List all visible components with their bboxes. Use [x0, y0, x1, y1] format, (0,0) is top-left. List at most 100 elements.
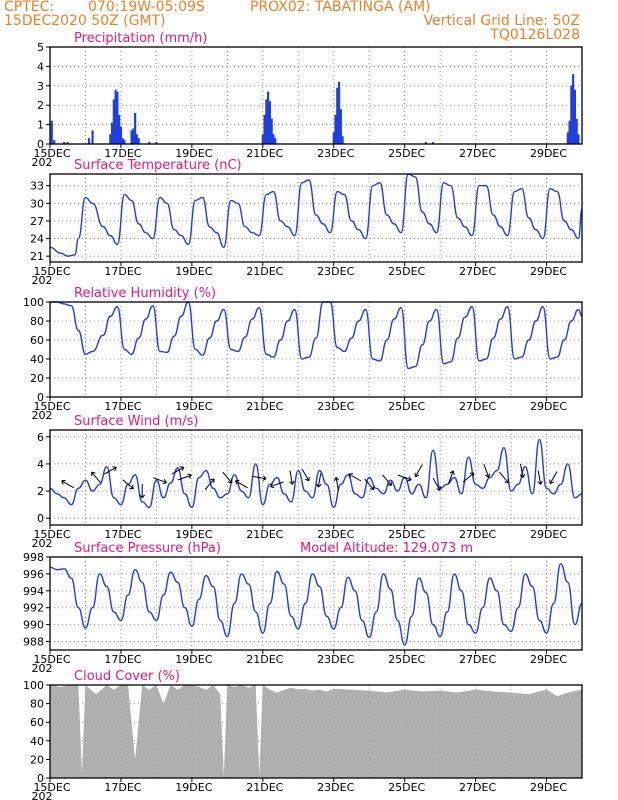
precip-ytick-label: 4 — [37, 60, 44, 73]
humidity-ytick-label: 80 — [30, 315, 44, 328]
pressure-frame — [49, 556, 583, 651]
wind-arrow-head — [519, 473, 526, 478]
precip-year-label: 202 — [32, 156, 53, 169]
precip-bar — [130, 130, 133, 144]
wind-arrow-shaft — [382, 474, 392, 486]
wind-arrow-shaft — [499, 471, 509, 484]
cloud-xtick-label: 21DEC — [246, 781, 283, 794]
header-grid-line: Vertical Grid Line: 50Z — [423, 13, 580, 29]
pressure-ytick-label: 996 — [23, 568, 44, 581]
precip-bar — [109, 134, 112, 144]
wind-arrow-shaft — [103, 466, 117, 475]
precip-bar — [116, 91, 119, 144]
wind-arrow-head — [162, 479, 167, 485]
humidity-ytick-label: 0 — [37, 391, 44, 404]
wind-ytick-label: 2 — [37, 485, 44, 498]
temperature-ytick-label: 21 — [30, 250, 44, 263]
wind-arrow-shaft — [289, 470, 293, 485]
pressure-xtick-label: 15DEC — [33, 653, 70, 666]
wind-arrow-shaft — [301, 468, 310, 482]
precip-bar — [137, 138, 140, 144]
pressure-year-label: 202 — [32, 662, 53, 675]
cloud-xtick-label: 19DEC — [175, 781, 212, 794]
precip-xtick-label: 17DEC — [104, 147, 141, 160]
precip-bar — [148, 142, 151, 144]
wind-arrow-head — [316, 483, 322, 488]
wind-xtick-label: 15DEC — [33, 528, 70, 541]
wind-arrow-shaft — [235, 480, 248, 489]
cloud-ytick-label: 100 — [23, 679, 44, 692]
temperature-xtick-label: 27DEC — [459, 265, 496, 278]
wind-arrow-shaft — [519, 463, 524, 478]
precip-ytick-label: 3 — [37, 80, 44, 93]
temperature-xtick-label: 17DEC — [104, 265, 141, 278]
precip-bar — [135, 134, 138, 144]
precip-ytick-label: 1 — [37, 119, 44, 132]
wind-arrow-shaft — [537, 470, 542, 485]
precip-bar — [261, 134, 264, 144]
cloud-ytick-label: 60 — [30, 716, 44, 729]
wind-xtick-label: 25DEC — [388, 528, 425, 541]
precip-bar — [272, 134, 275, 144]
precip-bar — [134, 112, 137, 144]
humidity-xtick-label: 17DEC — [104, 400, 141, 413]
wind-arrow-shaft — [414, 464, 423, 478]
header-model: TQ0126L028 — [490, 27, 580, 43]
wind-ytick-label: 0 — [37, 512, 44, 525]
precip-bar — [568, 120, 571, 144]
pressure-xtick-label: 23DEC — [317, 653, 354, 666]
humidity-xtick-label: 23DEC — [317, 400, 354, 413]
precip-bar — [339, 109, 342, 144]
pressure-xtick-label: 27DEC — [459, 653, 496, 666]
wind-xtick-label: 23DEC — [317, 528, 354, 541]
header-run-date: 15DEC2020 50Z (GMT) — [4, 13, 166, 29]
humidity-xtick-label: 19DEC — [175, 400, 212, 413]
humidity-xtick-label: 21DEC — [246, 400, 283, 413]
precip-bar — [341, 136, 344, 144]
wind-arrow-head — [210, 478, 215, 483]
wind-arrow-shaft — [270, 481, 284, 488]
humidity-xtick-label: 29DEC — [530, 400, 567, 413]
wind-arrow-head — [449, 470, 455, 475]
wind-arrow-shaft — [122, 479, 134, 490]
precip-bar — [155, 142, 158, 144]
wind-frame — [49, 429, 583, 526]
precip-bar — [274, 138, 277, 144]
precip-bar — [572, 74, 575, 144]
temperature-ytick-label: 33 — [30, 180, 44, 193]
temperature-ytick-label: 30 — [30, 197, 44, 210]
wind-arrow-head — [129, 484, 134, 490]
pressure-xtick-label: 21DEC — [246, 653, 283, 666]
temperature-frame — [49, 173, 583, 263]
precip-title: Precipitation (mm/h) — [74, 31, 207, 46]
humidity-frame — [49, 301, 583, 398]
wind-xtick-label: 27DEC — [459, 528, 496, 541]
wind-arrow-head — [333, 477, 340, 482]
cloud-ytick-label: 80 — [30, 698, 44, 711]
pressure-annotation: Model Altitude: 129.073 m — [300, 541, 473, 556]
precip-bar — [566, 132, 569, 144]
wind-arrow-head — [537, 480, 543, 485]
precip-bar — [332, 132, 335, 144]
precip-ytick-label: 5 — [37, 41, 44, 54]
precip-bar — [114, 89, 117, 144]
wind-arrow-shaft — [178, 474, 192, 481]
pressure-ytick-label: 998 — [23, 551, 44, 564]
wind-line — [49, 438, 583, 509]
wind-arrow-head — [504, 478, 509, 484]
humidity-xtick-label: 27DEC — [459, 400, 496, 413]
precip-bar — [577, 134, 580, 144]
pressure-ytick-label: 990 — [23, 619, 44, 632]
precip-bar — [424, 142, 428, 144]
cloud-frame — [49, 684, 583, 779]
temperature-year-label: 202 — [32, 274, 53, 287]
precip-bar — [112, 99, 115, 144]
wind-arrow-shaft — [153, 477, 167, 484]
humidity-line — [50, 301, 583, 370]
temperature-xtick-label: 21DEC — [246, 265, 283, 278]
precip-xtick-label: 25DEC — [388, 147, 425, 160]
precip-bar — [119, 126, 123, 144]
precip-frame — [49, 46, 583, 145]
header-source: CPTEC: — [4, 0, 55, 15]
